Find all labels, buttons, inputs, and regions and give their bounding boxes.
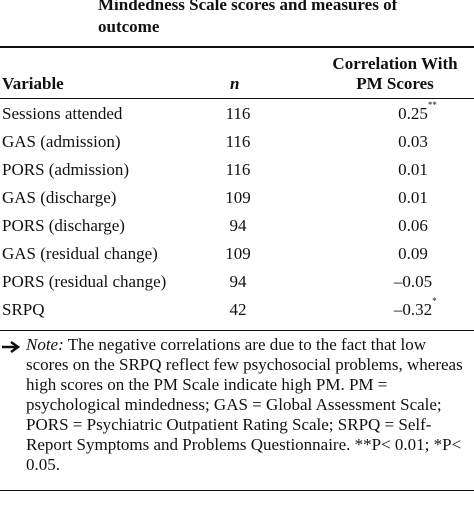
table-title: Mindedness Scale scores and measures of … — [98, 0, 398, 36]
footnote: **P< 0.01; *P< 0.05. — [26, 435, 462, 474]
n-cell: 94 — [229, 216, 247, 235]
body-rule — [0, 330, 474, 331]
variable-cell: PORS (admission) — [2, 160, 130, 179]
correlation-cell: 0.01 — [378, 184, 448, 212]
table-row: GAS (admission) 116 0.03 — [0, 128, 474, 156]
correlation-cell: –0.05 — [378, 268, 448, 296]
variable-cell: GAS (discharge) — [2, 188, 117, 207]
table-row: SRPQ 42 –0.32 * — [0, 296, 474, 324]
table-body: Sessions attended 116 0.25 ** GAS (admission… — [0, 100, 474, 324]
variable-cell: GAS (admission) — [2, 132, 121, 151]
n-cell: 42 — [229, 300, 247, 319]
variable-cell: SRPQ — [2, 300, 45, 319]
significance-mark: ** — [427, 100, 437, 110]
note: Note: The negative correlations are due … — [26, 335, 466, 475]
correlation-value: 0.03 — [398, 132, 428, 151]
table-row: PORS (residual change) 94 –0.05 — [0, 268, 474, 296]
n-cell: 116 — [225, 132, 251, 151]
n-cell: 94 — [229, 272, 247, 291]
note-label: Note: — [26, 335, 64, 354]
correlation-value: 0.01 — [398, 160, 428, 179]
top-rule — [0, 46, 474, 48]
correlation-cell: 0.03 — [378, 128, 448, 156]
correlation-cell: 0.01 — [378, 156, 448, 184]
header-rule — [0, 98, 474, 99]
column-header: Variable — [2, 74, 64, 93]
n-cell: 109 — [225, 244, 251, 263]
correlation-cell: 0.06 — [378, 212, 448, 240]
note-text: The negative correlations are due to the… — [26, 335, 463, 454]
correlation-value: 0.09 — [398, 244, 428, 263]
correlation-value: 0.01 — [398, 188, 428, 207]
table-row: PORS (admission) 116 0.01 — [0, 156, 474, 184]
correlation-cell: 0.09 — [378, 240, 448, 268]
variable-cell: GAS (residual change) — [2, 244, 158, 263]
table-row: Sessions attended 116 0.25 ** — [0, 100, 474, 128]
bottom-rule — [0, 490, 474, 491]
correlation-value: 0.06 — [398, 216, 428, 235]
correlation-cell: –0.32 * — [378, 296, 448, 324]
variable-cell: Sessions attended — [2, 104, 123, 123]
note-arrow — [2, 341, 21, 353]
n-cell: 116 — [225, 160, 251, 179]
table-header: Variable n Correlation With PM Scores — [0, 54, 474, 96]
table-row: PORS (discharge) 94 0.06 — [0, 212, 474, 240]
n-cell: 116 — [225, 104, 251, 123]
column-header: n — [230, 74, 240, 93]
significance-mark: * — [432, 296, 437, 306]
variable-cell: PORS (discharge) — [2, 216, 125, 235]
variable-cell: PORS (residual change) — [2, 272, 167, 291]
correlation-value: –0.32 — [393, 300, 433, 319]
n-cell: 109 — [225, 188, 251, 207]
table-row: GAS (residual change) 109 0.09 — [0, 240, 474, 268]
correlation-value: 0.25 — [398, 104, 428, 123]
column-header: Correlation With PM Scores — [332, 54, 458, 93]
correlation-cell: 0.25 ** — [378, 100, 448, 128]
correlation-value: –0.05 — [393, 272, 433, 291]
table-row: GAS (discharge) 109 0.01 — [0, 184, 474, 212]
